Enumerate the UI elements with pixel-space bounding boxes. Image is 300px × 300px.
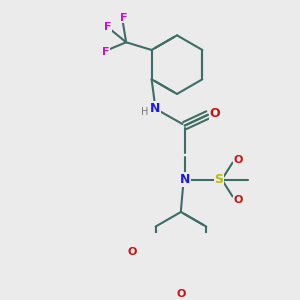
Text: O: O [233, 195, 243, 205]
Text: F: F [104, 22, 111, 32]
Text: N: N [180, 173, 190, 186]
Text: F: F [120, 13, 127, 22]
Text: S: S [214, 173, 223, 186]
Text: N: N [150, 102, 161, 115]
Text: H: H [141, 107, 148, 117]
Text: O: O [176, 289, 186, 299]
Text: O: O [209, 107, 220, 121]
Text: O: O [233, 154, 243, 164]
Text: F: F [102, 46, 110, 56]
Text: O: O [128, 247, 137, 257]
